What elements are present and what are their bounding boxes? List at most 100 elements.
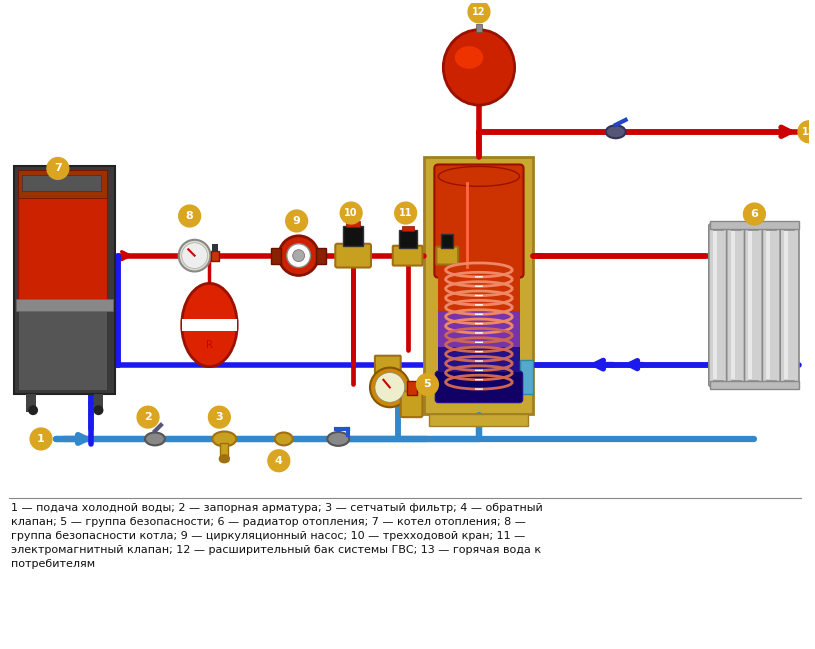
Bar — [438, 347, 520, 387]
Bar — [182, 319, 237, 331]
Ellipse shape — [438, 166, 520, 186]
Circle shape — [178, 239, 210, 271]
Bar — [441, 234, 453, 248]
Ellipse shape — [219, 455, 229, 463]
Bar — [766, 231, 770, 380]
Circle shape — [182, 243, 208, 269]
FancyBboxPatch shape — [436, 247, 458, 265]
Circle shape — [743, 203, 765, 225]
Ellipse shape — [213, 432, 236, 447]
Circle shape — [293, 250, 305, 262]
Bar — [316, 248, 326, 263]
Bar — [407, 382, 416, 395]
Circle shape — [286, 210, 307, 232]
Text: 1 — подача холодной воды; 2 — запорная арматура; 3 — сетчатый фильтр; 4 — обратн: 1 — подача холодной воды; 2 — запорная а… — [11, 504, 543, 569]
Circle shape — [340, 202, 362, 224]
Bar — [438, 262, 520, 311]
Circle shape — [798, 121, 815, 143]
Text: 3: 3 — [215, 412, 223, 422]
Ellipse shape — [443, 30, 514, 105]
Text: 8: 8 — [186, 211, 193, 221]
Circle shape — [287, 244, 311, 267]
Circle shape — [279, 236, 319, 275]
Bar — [748, 231, 752, 380]
Ellipse shape — [182, 284, 237, 367]
Text: 2: 2 — [144, 412, 152, 422]
Bar — [784, 231, 788, 380]
Bar — [402, 226, 413, 231]
Circle shape — [47, 158, 68, 179]
Circle shape — [468, 1, 490, 23]
Text: 6: 6 — [751, 209, 758, 219]
FancyBboxPatch shape — [780, 224, 799, 386]
Bar — [748, 380, 759, 386]
Ellipse shape — [606, 125, 626, 138]
Bar — [343, 226, 363, 246]
Circle shape — [29, 405, 38, 415]
Text: 13: 13 — [802, 127, 815, 137]
Ellipse shape — [145, 432, 165, 445]
FancyBboxPatch shape — [744, 224, 764, 386]
Circle shape — [268, 450, 289, 472]
Bar — [766, 380, 776, 386]
FancyBboxPatch shape — [434, 164, 523, 278]
Ellipse shape — [328, 432, 349, 446]
FancyBboxPatch shape — [727, 224, 746, 386]
Bar — [94, 395, 104, 412]
FancyBboxPatch shape — [375, 356, 401, 374]
Circle shape — [94, 405, 104, 415]
Ellipse shape — [455, 46, 483, 69]
Text: R: R — [206, 340, 213, 350]
Text: 10: 10 — [345, 208, 358, 218]
Text: 4: 4 — [275, 456, 283, 466]
Bar — [26, 395, 36, 412]
Bar — [18, 171, 108, 198]
Bar — [710, 221, 799, 229]
Bar — [730, 380, 741, 386]
Bar — [22, 175, 101, 191]
Bar — [713, 224, 723, 230]
Circle shape — [137, 406, 159, 428]
Circle shape — [30, 428, 52, 450]
Circle shape — [394, 202, 416, 224]
FancyBboxPatch shape — [393, 246, 422, 265]
Bar — [766, 224, 776, 230]
Bar — [730, 231, 734, 380]
FancyBboxPatch shape — [401, 391, 422, 417]
FancyBboxPatch shape — [709, 224, 728, 386]
Ellipse shape — [275, 432, 293, 445]
Text: 9: 9 — [293, 216, 301, 226]
Bar — [713, 380, 723, 386]
Bar — [15, 166, 116, 395]
Bar — [425, 156, 534, 414]
Bar — [710, 382, 799, 389]
Bar — [18, 307, 108, 390]
Bar — [748, 224, 759, 230]
FancyBboxPatch shape — [762, 224, 781, 386]
Bar — [438, 311, 520, 347]
Bar — [346, 221, 360, 227]
Bar — [784, 380, 794, 386]
Text: 12: 12 — [472, 7, 486, 17]
FancyBboxPatch shape — [435, 371, 522, 402]
Circle shape — [209, 406, 231, 428]
Circle shape — [370, 367, 410, 407]
Bar — [213, 244, 218, 252]
Bar — [399, 230, 416, 248]
Text: 1: 1 — [37, 434, 45, 444]
Text: 7: 7 — [54, 164, 62, 173]
Bar — [476, 24, 482, 32]
Bar — [520, 360, 534, 395]
Text: 11: 11 — [399, 208, 412, 218]
Bar — [16, 299, 113, 310]
Circle shape — [416, 374, 438, 395]
FancyBboxPatch shape — [335, 244, 371, 267]
Bar — [713, 231, 716, 380]
Bar — [271, 248, 281, 263]
Bar — [430, 414, 528, 426]
Bar — [220, 443, 228, 461]
Text: 5: 5 — [424, 380, 431, 389]
Bar — [18, 171, 108, 307]
Bar — [211, 251, 219, 261]
Bar — [730, 224, 741, 230]
